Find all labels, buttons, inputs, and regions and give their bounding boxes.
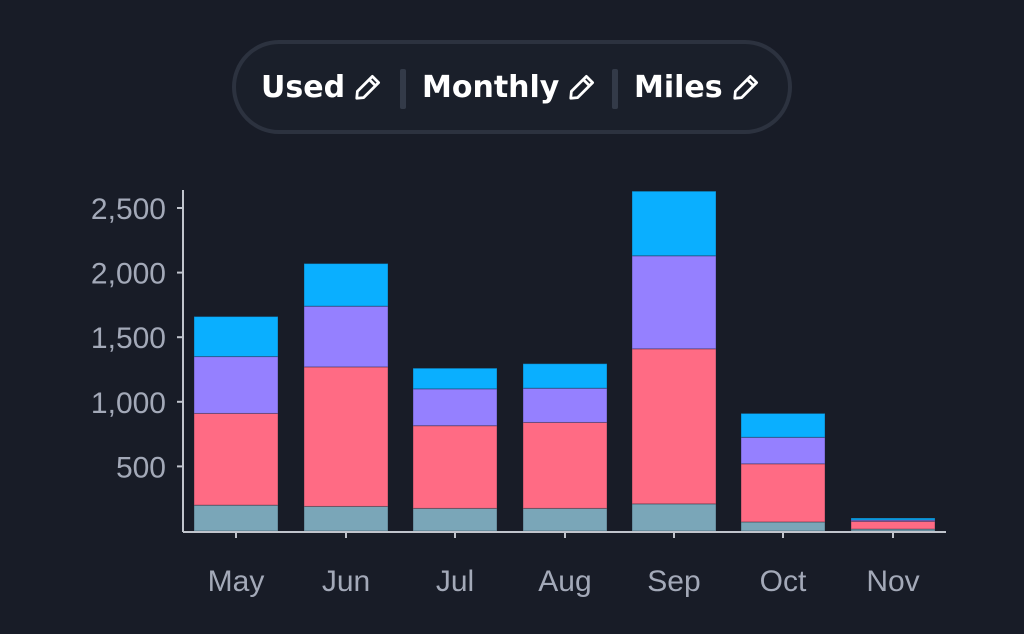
- pencil-icon[interactable]: [567, 72, 597, 102]
- bar-segment-nov-1: [850, 520, 936, 530]
- filter-miles[interactable]: Miles: [634, 44, 761, 130]
- filter-used[interactable]: Used: [261, 44, 383, 130]
- bar-segment-may-1: [193, 412, 279, 506]
- bar-segment-sep-1: [631, 348, 717, 505]
- bar-segment-jul-2: [412, 388, 498, 427]
- bar-segment-aug-0: [522, 507, 608, 532]
- y-tick-label: 2,500: [91, 193, 166, 226]
- bar-segment-oct-3: [740, 412, 826, 438]
- bar-segment-jun-1: [303, 366, 389, 507]
- bar-segment-jul-0: [412, 507, 498, 532]
- bar-segment-sep-0: [631, 503, 717, 532]
- bar-segment-jul-1: [412, 425, 498, 509]
- x-tick-label-may: May: [208, 565, 265, 598]
- bar-segment-oct-2: [740, 436, 826, 465]
- bar-segment-jul-3: [412, 367, 498, 390]
- bar-segment-oct-1: [740, 463, 826, 523]
- bar-segment-jun-2: [303, 305, 389, 368]
- filter-bar: Used Monthly Miles: [232, 40, 792, 134]
- bar-segment-nov-3: [850, 517, 936, 521]
- bar-segment-oct-0: [740, 521, 826, 532]
- bar-segment-sep-2: [631, 255, 717, 350]
- pencil-icon[interactable]: [353, 72, 383, 102]
- pencil-icon[interactable]: [731, 72, 761, 102]
- filter-used-label: Used: [261, 69, 346, 105]
- bar-segment-sep-3: [631, 190, 717, 257]
- x-tick-label-jun: Jun: [322, 565, 370, 598]
- y-tick-label: 500: [116, 451, 166, 484]
- bar-segment-may-2: [193, 356, 279, 414]
- y-tick-label: 2,000: [91, 258, 166, 291]
- bar-segment-may-0: [193, 504, 279, 532]
- filter-monthly-label: Monthly: [422, 69, 560, 105]
- y-tick-label: 1,500: [91, 322, 166, 355]
- bar-segment-may-3: [193, 316, 279, 358]
- bar-segment-aug-1: [522, 421, 608, 509]
- x-tick-label-sep: Sep: [647, 565, 700, 598]
- bar-segment-aug-3: [522, 363, 608, 389]
- filter-divider: [612, 69, 618, 109]
- filter-monthly[interactable]: Monthly: [422, 44, 597, 130]
- y-tick-label: 1,000: [91, 387, 166, 420]
- filter-miles-label: Miles: [634, 69, 723, 105]
- x-tick-label-aug: Aug: [538, 565, 591, 598]
- bar-segment-aug-2: [522, 387, 608, 423]
- x-tick-label-jul: Jul: [436, 565, 474, 598]
- bar-segment-jun-0: [303, 505, 389, 532]
- filter-divider: [400, 69, 406, 109]
- x-tick-label-nov: Nov: [866, 565, 919, 598]
- bar-segment-jun-3: [303, 263, 389, 307]
- x-tick-label-oct: Oct: [760, 565, 807, 598]
